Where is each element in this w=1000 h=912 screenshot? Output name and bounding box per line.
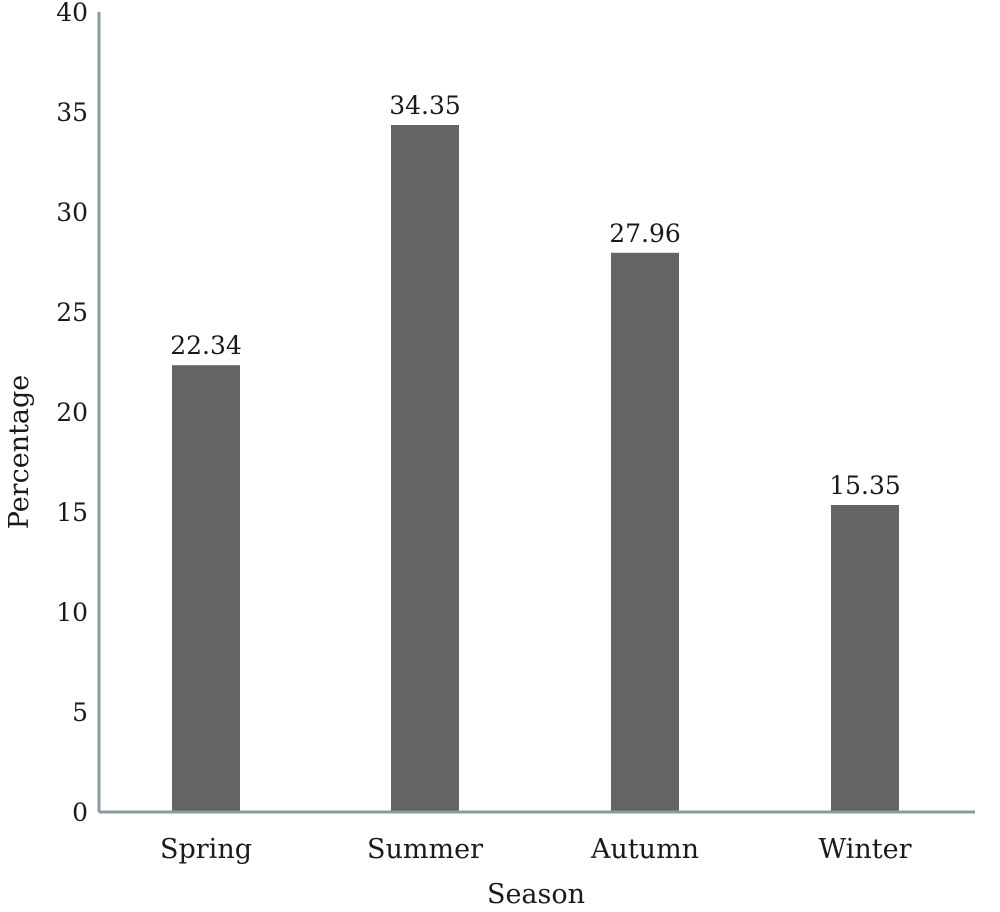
value-label: 34.35 — [389, 91, 461, 120]
y-tick-label: 40 — [56, 0, 88, 27]
x-category-label: Spring — [160, 834, 252, 865]
value-label: 22.34 — [170, 331, 242, 360]
y-tick-label: 10 — [56, 598, 88, 627]
y-tick-label: 35 — [56, 98, 88, 127]
y-axis-ticks: 0 5 10 15 20 25 30 35 40 — [56, 0, 88, 827]
y-tick-label: 5 — [72, 698, 88, 727]
y-tick-label: 30 — [56, 198, 88, 227]
x-category-label: Summer — [367, 834, 483, 865]
value-label: 27.96 — [609, 219, 681, 248]
bars-layer — [172, 125, 899, 813]
bar-spring — [172, 365, 240, 812]
y-tick-label: 15 — [56, 498, 88, 527]
y-tick-label: 20 — [56, 398, 88, 427]
bar-winter — [831, 505, 899, 812]
x-category-label: Autumn — [590, 834, 699, 865]
bar-summer — [391, 125, 459, 812]
x-axis-labels: Spring Summer Autumn Winter — [160, 834, 912, 865]
value-labels: 22.34 34.35 27.96 15.35 — [170, 91, 901, 500]
x-axis-title: Season — [487, 879, 585, 910]
x-category-label: Winter — [818, 834, 911, 865]
y-tick-label: 0 — [72, 798, 88, 827]
value-label: 15.35 — [829, 471, 901, 500]
bar-autumn — [611, 252, 679, 813]
y-axis-title: Percentage — [4, 375, 35, 530]
y-tick-label: 25 — [56, 298, 88, 327]
